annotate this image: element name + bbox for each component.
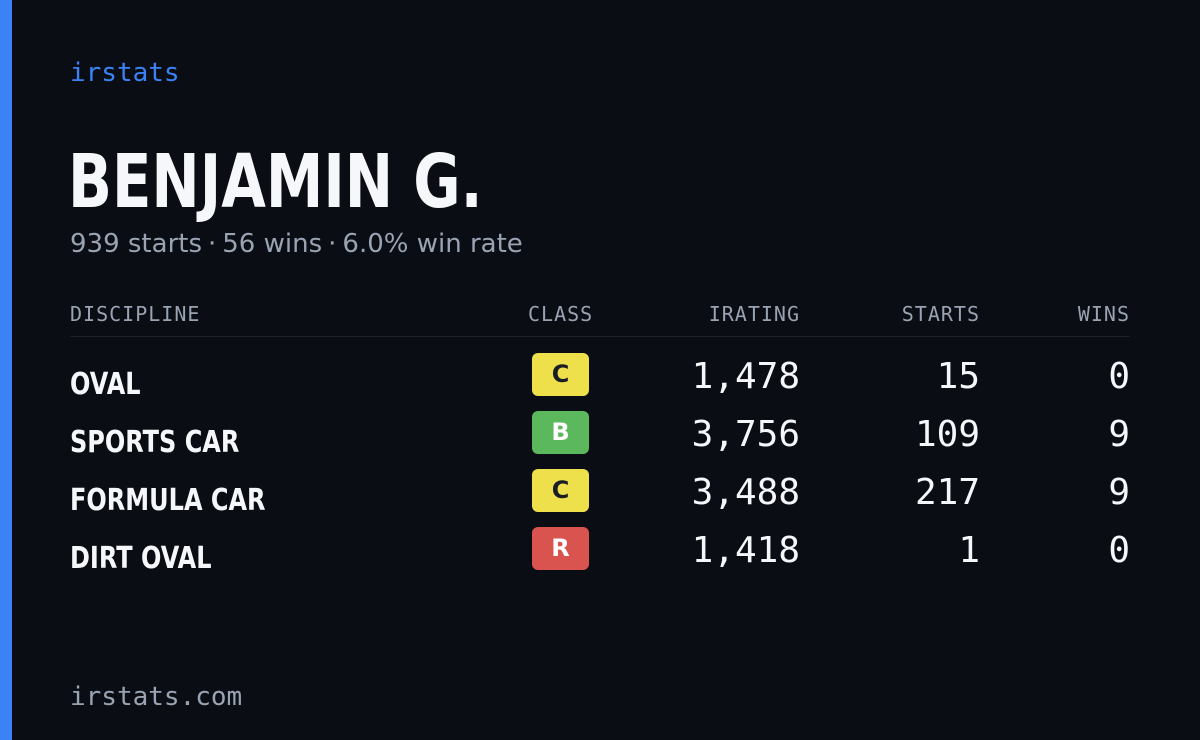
discipline-name: SPORTS CAR bbox=[70, 425, 240, 460]
table-row: DIRT OVAL R 1,418 1 0 bbox=[70, 527, 1130, 585]
footer-url[interactable]: irstats.com bbox=[70, 682, 243, 712]
table-header: DISCIPLINE CLASS IRATING STARTS WINS bbox=[70, 296, 1130, 337]
class-badge: C bbox=[532, 469, 589, 512]
table-row: SPORTS CAR B 3,756 109 9 bbox=[70, 411, 1130, 469]
summary-separator: · bbox=[328, 229, 337, 259]
starts-value: 15 bbox=[936, 356, 980, 397]
win-rate-summary: 6.0% win rate bbox=[342, 229, 523, 259]
class-badge: R bbox=[532, 527, 589, 570]
accent-bar bbox=[0, 0, 12, 740]
wins-value: 9 bbox=[1108, 472, 1130, 513]
table-row: FORMULA CAR C 3,488 217 9 bbox=[70, 469, 1130, 527]
wins-value: 9 bbox=[1108, 414, 1130, 455]
discipline-name: OVAL bbox=[70, 367, 141, 402]
column-header-wins: WINS bbox=[1077, 302, 1130, 326]
wins-value: 0 bbox=[1108, 356, 1130, 397]
irating-value: 1,478 bbox=[691, 356, 800, 397]
class-badge: B bbox=[532, 411, 589, 454]
column-header-discipline: DISCIPLINE bbox=[70, 302, 201, 326]
wins-summary: 56 wins bbox=[222, 229, 323, 259]
column-header-starts: STARTS bbox=[901, 302, 980, 326]
irating-value: 3,488 bbox=[691, 472, 800, 513]
discipline-name: DIRT OVAL bbox=[70, 541, 212, 576]
brand-logo-text: irstats bbox=[70, 58, 180, 88]
starts-value: 1 bbox=[958, 530, 980, 571]
discipline-stats-table: DISCIPLINE CLASS IRATING STARTS WINS OVA… bbox=[70, 296, 1130, 585]
table-row: OVAL C 1,478 15 0 bbox=[70, 353, 1130, 411]
starts-value: 217 bbox=[914, 472, 980, 513]
starts-summary: 939 starts bbox=[70, 229, 202, 259]
summary-separator: · bbox=[208, 229, 217, 259]
wins-value: 0 bbox=[1108, 530, 1130, 571]
irating-value: 3,756 bbox=[691, 414, 800, 455]
discipline-name: FORMULA CAR bbox=[70, 483, 266, 518]
driver-name: BENJAMIN G. bbox=[68, 139, 483, 225]
irating-value: 1,418 bbox=[691, 530, 800, 571]
table-body: OVAL C 1,478 15 0 SPORTS CAR B 3,756 109… bbox=[70, 337, 1130, 585]
column-header-class: CLASS bbox=[528, 302, 594, 326]
starts-value: 109 bbox=[914, 414, 980, 455]
column-header-irating: IRATING bbox=[708, 302, 800, 326]
driver-summary: 939 starts · 56 wins · 6.0% win rate bbox=[70, 226, 523, 262]
class-badge: C bbox=[532, 353, 589, 396]
